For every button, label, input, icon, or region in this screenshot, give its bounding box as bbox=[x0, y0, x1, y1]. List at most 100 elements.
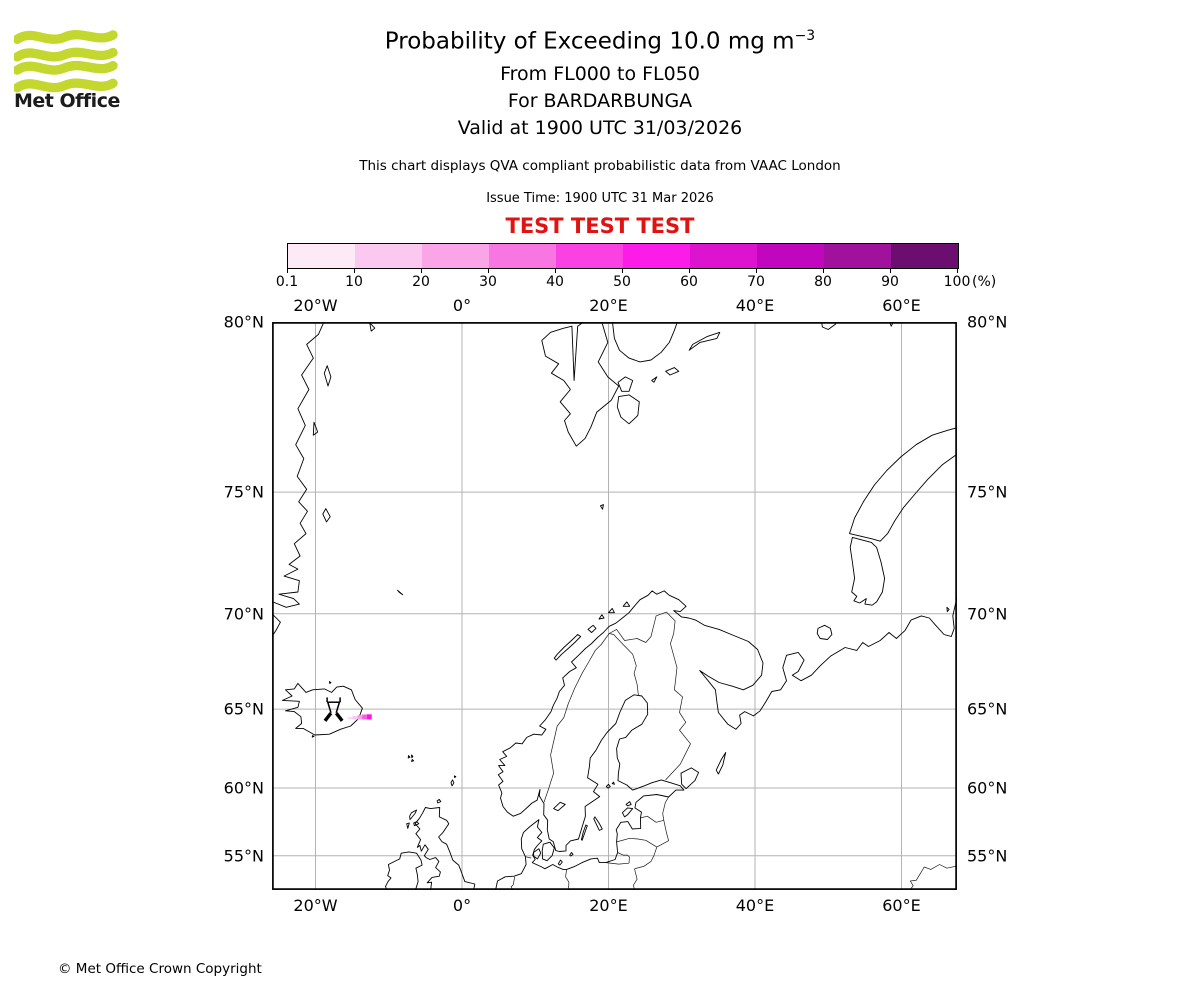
colorbar-tick-label: 50 bbox=[613, 274, 631, 290]
volcano-marker-stroke bbox=[334, 712, 344, 722]
island-zealand bbox=[541, 841, 555, 862]
ash-probability-cell bbox=[352, 716, 358, 720]
lat-label-left: 80°N bbox=[223, 312, 264, 332]
colorbar-tick-label: 20 bbox=[412, 274, 430, 290]
lat-label-right: 80°N bbox=[967, 312, 1008, 332]
lon-label-bottom: 0° bbox=[452, 896, 472, 915]
logo-wave-stripe bbox=[14, 47, 118, 62]
colorbar-tick bbox=[622, 269, 623, 273]
colorbar-segment bbox=[489, 244, 556, 268]
island-jan-mayen bbox=[397, 589, 404, 596]
coast-greenland-east bbox=[272, 322, 325, 608]
border-poland-kaliningrad bbox=[605, 862, 630, 865]
colorbar-tick bbox=[823, 269, 824, 273]
colorbar-tick-label: 90 bbox=[881, 274, 899, 290]
lon-label-bottom: 60°E bbox=[882, 896, 921, 915]
border-estonia-latvia bbox=[640, 815, 664, 823]
subtitle-flight-levels: From FL000 to FL050 bbox=[500, 63, 700, 85]
volcano-marker-stroke bbox=[335, 702, 341, 714]
colorbar-segment bbox=[824, 244, 891, 268]
island-vestmannaeyjar bbox=[311, 735, 315, 738]
colorbar-tick bbox=[421, 269, 422, 273]
coast-mainland-europe bbox=[495, 590, 957, 890]
subtitle-volcano: For BARDARBUNGA bbox=[507, 90, 693, 112]
lon-label-bottom: 40°E bbox=[735, 896, 775, 915]
border-netherlands-germany bbox=[510, 876, 516, 890]
colorbar-tick bbox=[488, 269, 489, 273]
logo-wave-stripe bbox=[14, 60, 118, 75]
lat-label-right: 55°N bbox=[967, 846, 1008, 866]
border-russia-kazakhstan bbox=[909, 864, 957, 890]
probability-colorbar bbox=[287, 243, 959, 269]
island-kolguyev bbox=[816, 624, 833, 640]
colorbar-segment bbox=[757, 244, 824, 268]
copyright-text: © Met Office Crown Copyright bbox=[58, 961, 262, 977]
met-office-logo-text: Met Office bbox=[14, 90, 120, 112]
island-rugen bbox=[557, 859, 563, 866]
border-estonia-russia bbox=[662, 796, 669, 821]
island-greenland-1 bbox=[323, 365, 332, 387]
lon-label-bottom: 20°W bbox=[293, 896, 338, 915]
border-latvia-lithuania bbox=[616, 837, 657, 848]
colorbar-segment bbox=[891, 244, 958, 268]
island-greenland-2 bbox=[312, 421, 319, 436]
island-kvitoya bbox=[688, 331, 721, 351]
lat-label-left: 75°N bbox=[223, 482, 264, 502]
border-poland-belarus bbox=[633, 868, 638, 890]
island-spitsbergen bbox=[541, 322, 620, 447]
border-denmark-germany bbox=[525, 856, 532, 859]
qva-note: This chart displays QVA compliant probab… bbox=[359, 158, 841, 174]
island-lewis bbox=[409, 809, 418, 821]
border-germany-poland bbox=[565, 869, 570, 890]
island-greenland-3 bbox=[369, 322, 376, 332]
island-faroe-1 bbox=[407, 755, 411, 759]
met-office-logo-icon bbox=[14, 30, 118, 93]
lat-label-left: 60°N bbox=[223, 778, 264, 798]
colorbar-tick-label: 10 bbox=[345, 274, 363, 290]
island-kong-karls-2 bbox=[665, 367, 680, 376]
colorbar-tick bbox=[957, 269, 958, 273]
island-uist bbox=[406, 822, 410, 829]
lon-label-top: 60°E bbox=[882, 296, 921, 315]
ash-probability-cell bbox=[366, 714, 372, 720]
lat-label-right: 75°N bbox=[967, 482, 1008, 502]
colorbar-segment bbox=[288, 244, 355, 268]
island-barentsoya bbox=[617, 376, 634, 392]
ash-probability-cell bbox=[347, 716, 353, 720]
title-text: Probability of Exceeding 10.0 mg m bbox=[384, 28, 795, 55]
island-hiiumaa bbox=[625, 801, 632, 807]
island-aland bbox=[605, 783, 611, 789]
colorbar-segment bbox=[422, 244, 489, 268]
lat-label-left: 55°N bbox=[223, 846, 264, 866]
colorbar-tick bbox=[689, 269, 690, 273]
colorbar-tick-label: 40 bbox=[546, 274, 564, 290]
island-lofoten bbox=[553, 634, 582, 661]
island-shetland-2 bbox=[453, 775, 457, 779]
coast-greenland-south bbox=[272, 613, 281, 637]
lake-vanern bbox=[553, 801, 566, 812]
colorbar-tick bbox=[287, 269, 288, 273]
lon-label-top: 20°E bbox=[589, 296, 628, 315]
subtitle-valid-time: Valid at 1900 UTC 31/03/2026 bbox=[457, 117, 743, 139]
island-finnmark bbox=[622, 601, 631, 607]
colorbar-tick bbox=[756, 269, 757, 273]
coast-great-britain bbox=[414, 807, 476, 890]
border-finland-norway-russia bbox=[609, 611, 691, 781]
border-lithuania-belarus bbox=[634, 846, 658, 870]
ash-probability-cell bbox=[357, 715, 363, 720]
title-exponent: −3 bbox=[794, 28, 816, 44]
lat-label-right: 65°N bbox=[967, 699, 1008, 719]
test-banner: TEST TEST TEST bbox=[505, 214, 695, 238]
border-sweden-finland bbox=[609, 633, 639, 697]
island-funen bbox=[532, 848, 542, 860]
island-gotland bbox=[593, 816, 603, 831]
island-novaya-zemlya-south bbox=[849, 536, 886, 606]
colorbar-segment bbox=[690, 244, 757, 268]
colorbar-segment bbox=[556, 244, 623, 268]
island-franz-josef-2 bbox=[889, 322, 894, 327]
colorbar-unit-label: (%) bbox=[972, 274, 997, 290]
border-norway-sweden bbox=[543, 633, 610, 803]
volcano-marker-stroke bbox=[323, 712, 333, 722]
lake-ladoga bbox=[680, 767, 700, 790]
